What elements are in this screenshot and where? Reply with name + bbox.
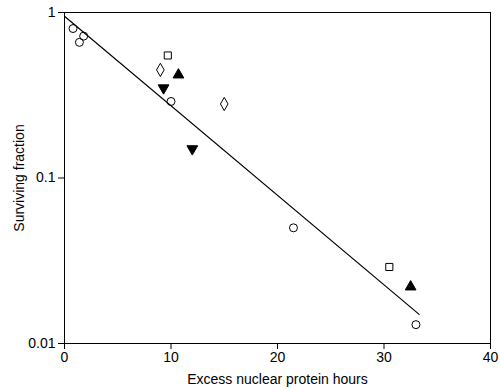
svg-text:1: 1 — [48, 4, 56, 20]
svg-text:0: 0 — [61, 349, 69, 365]
svg-text:0.1: 0.1 — [36, 169, 56, 185]
svg-text:10: 10 — [163, 349, 179, 365]
svg-text:20: 20 — [270, 349, 286, 365]
svg-text:Surviving fraction: Surviving fraction — [11, 124, 27, 231]
svg-text:40: 40 — [483, 349, 499, 365]
svg-text:30: 30 — [376, 349, 392, 365]
svg-text:0.01: 0.01 — [28, 335, 55, 351]
svg-text:Excess nuclear protein hours: Excess nuclear protein hours — [187, 371, 368, 387]
